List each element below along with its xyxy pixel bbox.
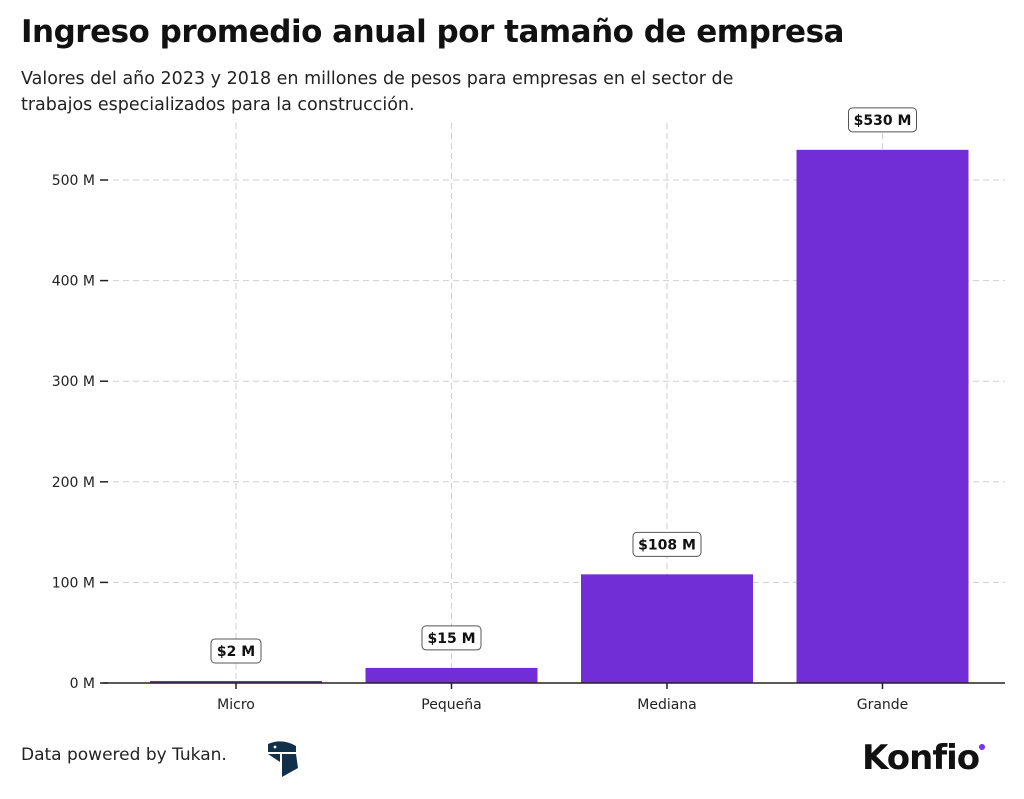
tukan-logo-icon [268,741,298,777]
data-label: $15 M [427,631,475,647]
data-label: $2 M [217,644,255,660]
data-label: $108 M [638,537,696,553]
y-tick-label: 400 M [52,274,95,290]
x-tick-label: Micro [217,697,255,713]
data-label-box [848,107,917,133]
bar-mediana [581,574,753,683]
data-label-box [210,638,262,664]
x-tick-label: Pequeña [421,697,481,713]
konfio-logo-dot [979,744,985,750]
chart-title: Ingreso promedio anual por tamaño de emp… [21,14,844,50]
chart-subtitle: Valores del año 2023 y 2018 en millones … [21,69,734,115]
bar-pequeña [365,667,538,683]
y-tick-label: 200 M [52,475,95,491]
data-label-box [421,625,482,651]
y-tick-label: 100 M [52,575,95,591]
bar-grande [796,149,969,683]
data-credit: Data powered by Tukan. [21,745,227,765]
y-tick-label: 300 M [52,374,95,390]
y-tick-label: 0 M [70,676,95,692]
data-label-box [632,531,702,557]
konfio-logo: Konfio [862,738,980,778]
x-tick-label: Grande [857,697,909,713]
x-tick-label: Mediana [637,697,697,713]
bar-micro [150,680,322,683]
data-label: $530 M [854,113,912,129]
y-tick-label: 500 M [52,173,95,189]
